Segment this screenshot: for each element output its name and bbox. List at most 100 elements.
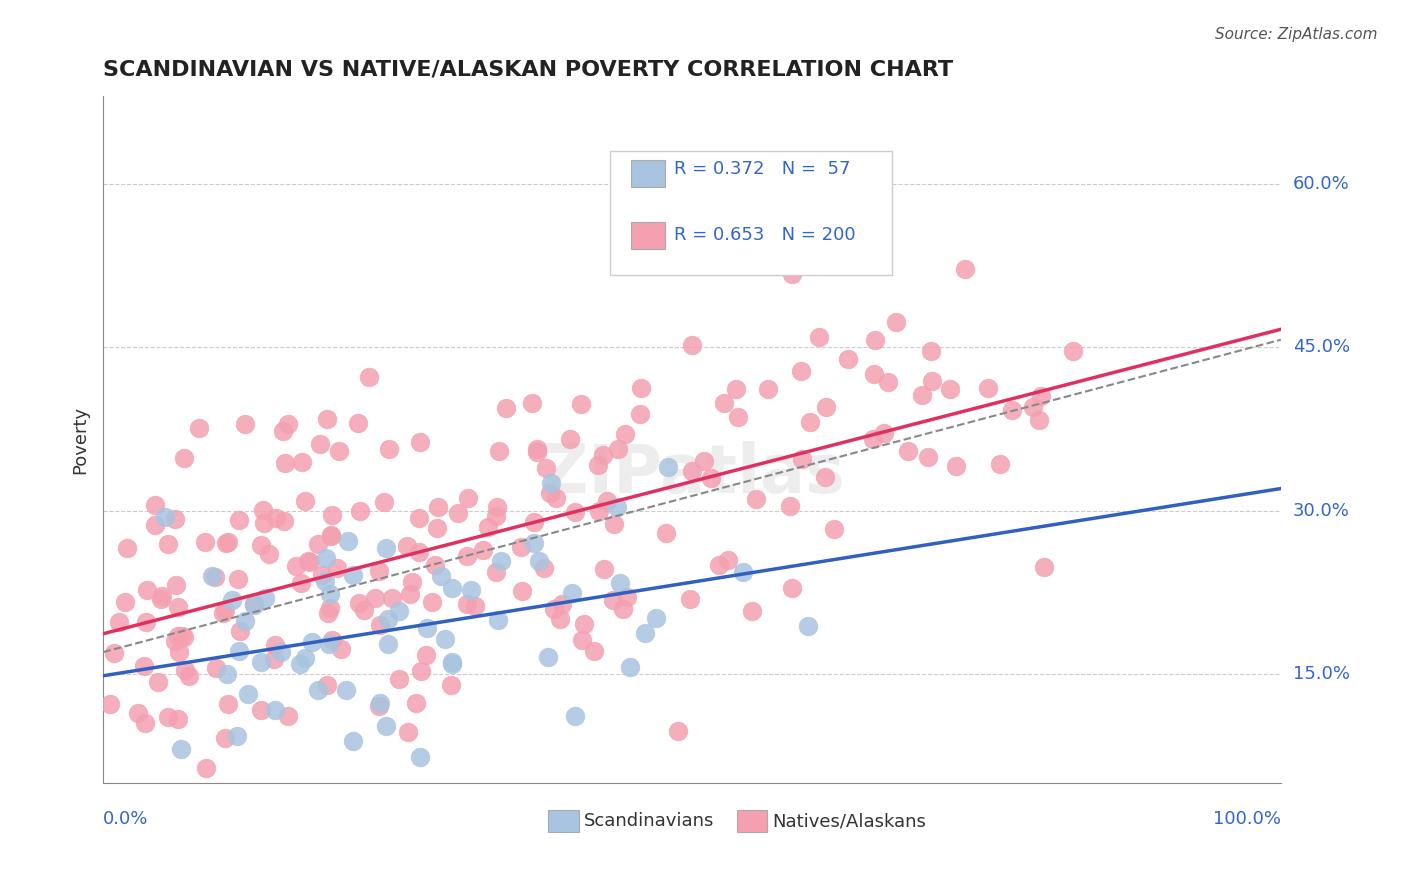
- Point: [301, 635, 323, 649]
- Point: [792, 452, 814, 467]
- Point: [375, 719, 398, 733]
- Text: Source: ZipAtlas.com: Source: ZipAtlas.com: [1215, 27, 1378, 42]
- Point: [538, 486, 561, 500]
- Point: [276, 709, 298, 723]
- Text: 15.0%: 15.0%: [1292, 665, 1350, 683]
- FancyBboxPatch shape: [610, 152, 893, 275]
- Point: [321, 508, 343, 522]
- Point: [318, 586, 340, 600]
- Point: [815, 400, 838, 414]
- Point: [471, 542, 494, 557]
- Point: [409, 749, 432, 764]
- Point: [713, 396, 735, 410]
- Point: [163, 512, 186, 526]
- Point: [149, 592, 172, 607]
- Point: [388, 604, 411, 618]
- Point: [862, 432, 884, 446]
- Point: [441, 581, 464, 595]
- Point: [316, 606, 339, 620]
- Point: [115, 541, 138, 556]
- Point: [381, 591, 404, 606]
- Point: [373, 495, 395, 509]
- Text: 30.0%: 30.0%: [1292, 501, 1350, 519]
- Point: [953, 261, 976, 276]
- Point: [156, 710, 179, 724]
- Point: [233, 614, 256, 628]
- Point: [408, 545, 430, 559]
- Point: [613, 426, 636, 441]
- Point: [187, 421, 209, 435]
- Point: [569, 397, 592, 411]
- Point: [1033, 560, 1056, 574]
- Point: [409, 435, 432, 450]
- Point: [150, 589, 173, 603]
- Point: [167, 645, 190, 659]
- Point: [291, 455, 314, 469]
- Point: [534, 461, 557, 475]
- Text: ZIPatlas: ZIPatlas: [540, 441, 844, 507]
- Point: [377, 612, 399, 626]
- Point: [308, 437, 330, 451]
- Point: [485, 565, 508, 579]
- Point: [143, 498, 166, 512]
- Point: [582, 644, 605, 658]
- Point: [370, 696, 392, 710]
- Point: [148, 674, 170, 689]
- Point: [727, 410, 749, 425]
- Point: [612, 601, 634, 615]
- Point: [808, 330, 831, 344]
- Point: [457, 491, 479, 505]
- Point: [533, 561, 555, 575]
- Point: [447, 506, 470, 520]
- Point: [527, 554, 550, 568]
- Point: [143, 517, 166, 532]
- Point: [233, 417, 256, 431]
- Point: [544, 491, 567, 505]
- Point: [167, 599, 190, 614]
- Point: [201, 568, 224, 582]
- Point: [205, 661, 228, 675]
- Point: [588, 504, 610, 518]
- Point: [655, 526, 678, 541]
- Point: [592, 448, 614, 462]
- Point: [586, 458, 609, 472]
- Point: [357, 370, 380, 384]
- Point: [790, 364, 813, 378]
- Point: [645, 611, 668, 625]
- Point: [250, 655, 273, 669]
- Point: [837, 352, 859, 367]
- Point: [489, 554, 512, 568]
- Point: [415, 648, 437, 662]
- Point: [271, 425, 294, 439]
- Point: [814, 470, 837, 484]
- Point: [797, 619, 820, 633]
- Point: [1001, 403, 1024, 417]
- Point: [693, 454, 716, 468]
- Point: [897, 443, 920, 458]
- Point: [745, 491, 768, 506]
- Point: [522, 396, 544, 410]
- Point: [250, 703, 273, 717]
- Point: [315, 551, 337, 566]
- Point: [288, 657, 311, 671]
- Point: [217, 697, 239, 711]
- Text: 100.0%: 100.0%: [1213, 811, 1281, 829]
- Point: [441, 657, 464, 671]
- Point: [135, 615, 157, 630]
- Point: [215, 536, 238, 550]
- Point: [408, 511, 430, 525]
- Point: [558, 432, 581, 446]
- Point: [495, 401, 517, 416]
- Point: [725, 382, 748, 396]
- Point: [409, 664, 432, 678]
- Point: [173, 450, 195, 465]
- Point: [425, 558, 447, 573]
- FancyBboxPatch shape: [631, 222, 665, 249]
- Point: [263, 638, 285, 652]
- Point: [228, 643, 250, 657]
- Point: [607, 442, 630, 456]
- Point: [270, 645, 292, 659]
- Point: [779, 499, 801, 513]
- Point: [229, 624, 252, 638]
- Point: [194, 535, 217, 549]
